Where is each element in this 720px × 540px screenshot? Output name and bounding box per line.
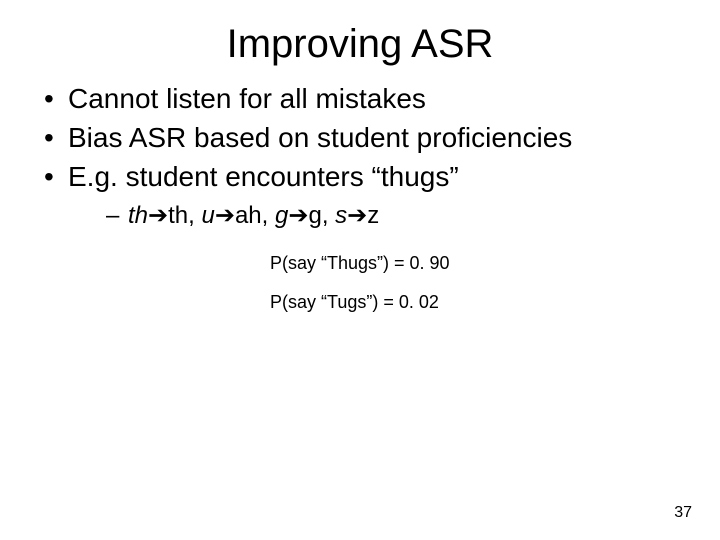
bullet-item: Cannot listen for all mistakes bbox=[40, 81, 690, 116]
sep: , bbox=[188, 202, 201, 229]
phoneme-src: g bbox=[275, 202, 288, 229]
phoneme-src: s bbox=[335, 202, 347, 229]
phoneme-src: th bbox=[128, 202, 148, 229]
slide: Improving ASR Cannot listen for all mist… bbox=[0, 0, 720, 540]
arrow-icon: ➔ bbox=[215, 202, 235, 229]
slide-body: Cannot listen for all mistakes Bias ASR … bbox=[0, 81, 720, 313]
probability-line: P(say “Thugs”) = 0. 90 bbox=[270, 253, 690, 274]
arrow-icon: ➔ bbox=[288, 202, 308, 229]
page-number: 37 bbox=[674, 504, 692, 522]
bullet-text: E.g. student encounters “thugs” bbox=[68, 161, 459, 192]
probability-line: P(say “Tugs”) = 0. 02 bbox=[270, 292, 690, 313]
probability-block: P(say “Thugs”) = 0. 90 P(say “Tugs”) = 0… bbox=[40, 253, 690, 313]
phoneme-src: u bbox=[201, 202, 214, 229]
bullet-item: Bias ASR based on student proficiencies bbox=[40, 120, 690, 155]
phoneme-dst: z bbox=[367, 202, 379, 229]
arrow-icon: ➔ bbox=[148, 202, 168, 229]
phoneme-dst: ah bbox=[235, 202, 262, 229]
sub-bullet-item: th➔th, u➔ah, g➔g, s➔z bbox=[106, 200, 690, 231]
bullet-list: Cannot listen for all mistakes Bias ASR … bbox=[40, 81, 690, 231]
arrow-icon: ➔ bbox=[347, 202, 367, 229]
sep: , bbox=[262, 202, 275, 229]
sub-bullet-list: th➔th, u➔ah, g➔g, s➔z bbox=[68, 200, 690, 231]
slide-title: Improving ASR bbox=[0, 0, 720, 77]
phoneme-dst: g bbox=[308, 202, 321, 229]
sep: , bbox=[322, 202, 335, 229]
bullet-item: E.g. student encounters “thugs” th➔th, u… bbox=[40, 159, 690, 231]
phoneme-dst: th bbox=[168, 202, 188, 229]
